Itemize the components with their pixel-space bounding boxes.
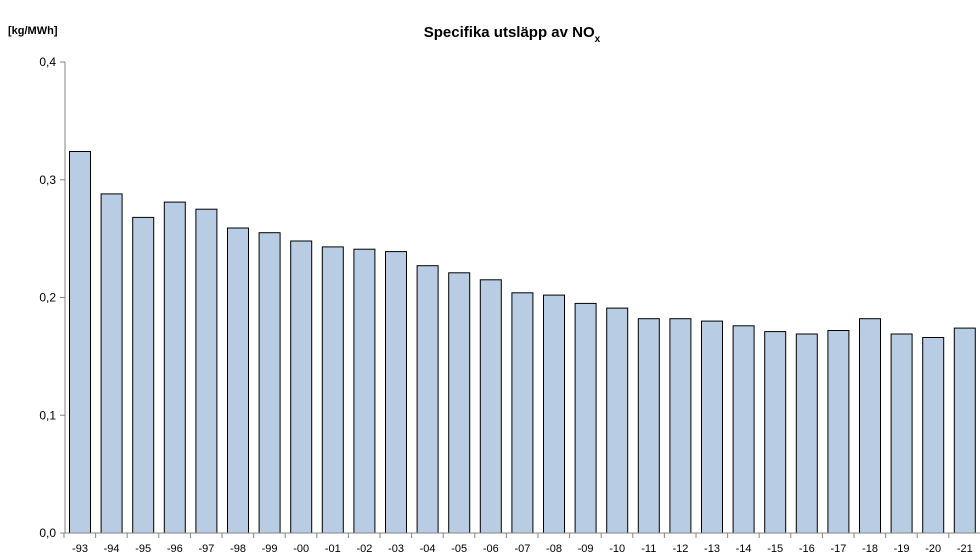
x-tick-label: -06 [483,543,499,555]
chart-title-text: Specifika utsläpp av NO [424,24,595,41]
bar--10 [606,307,629,534]
y-tick-label: 0,0 [39,526,56,540]
x-tick-label: -21 [957,543,973,555]
bar--17 [827,330,850,534]
x-tick-label: -03 [388,543,404,555]
y-tick-label: 0,2 [39,291,56,305]
chart-title-subscript: x [595,34,601,45]
x-tick-label: -17 [830,543,846,555]
x-tick-label: -98 [230,543,246,555]
bar--94 [100,193,123,534]
x-tick-label: -19 [894,543,910,555]
x-tick-label: -10 [609,543,625,555]
x-tick-label: -94 [104,543,120,555]
bar--16 [795,333,818,534]
bar--21 [953,327,976,534]
bar--97 [195,208,218,534]
y-axis-unit-label: [kg/MWh] [8,25,58,37]
bar--05 [448,272,471,534]
x-tick-label: -20 [925,543,941,555]
bar--19 [890,333,913,534]
x-tick-label: -16 [799,543,815,555]
y-axis: 0,0 0,1 0,2 0,3 0,4 [39,55,66,540]
bar--15 [764,331,787,534]
x-tick-label: -18 [862,543,878,555]
bar--08 [543,294,565,534]
x-tick-label: -11 [641,543,656,555]
x-tick-label: -04 [420,543,436,555]
bar--99 [258,232,281,534]
bar--06 [479,279,502,534]
bar-series [69,151,976,534]
y-tick-label: 0,4 [39,55,56,69]
x-tick-label: -97 [198,543,214,555]
bar--07 [511,292,534,534]
bar--18 [859,318,881,534]
bar--95 [132,216,155,534]
bar--20 [922,337,945,534]
x-tick-label: -14 [736,543,752,555]
x-tick-label: -09 [578,543,594,555]
x-tick-label: -15 [767,543,783,555]
bar--02 [353,248,376,534]
bar--93 [69,151,91,534]
bar--00 [290,240,313,534]
bar--96 [163,201,186,534]
x-tick-label: -07 [514,543,530,555]
x-tick-label: -12 [672,543,688,555]
bar--09 [574,302,597,534]
bar--12 [669,318,692,534]
bar--04 [416,265,439,534]
x-tick-label: -96 [167,543,183,555]
x-tick-label: -95 [135,543,151,555]
x-tick-label: -08 [546,543,562,555]
bar--98 [227,227,249,534]
x-tick-label: -99 [262,543,278,555]
x-tick-label: -00 [293,543,309,555]
bar--14 [732,325,755,534]
bar--13 [701,320,723,534]
x-tick-label: -13 [704,543,720,555]
x-tick-label: -05 [451,543,467,555]
x-tick-label: -93 [72,543,88,555]
x-tick-label: -02 [356,543,372,555]
bar--03 [385,251,407,534]
x-tick-label: -01 [325,543,341,555]
bar--01 [321,246,344,534]
bar--11 [637,318,660,534]
chart-title: Specifika utsläpp av NOx [424,24,601,45]
y-tick-label: 0,3 [39,173,56,187]
x-axis: -93 -94 -95 -96 -97 -98 -99 -00 -01 -02 -03 -04 -05 -… [63,532,980,555]
y-tick-label: 0,1 [39,408,56,422]
